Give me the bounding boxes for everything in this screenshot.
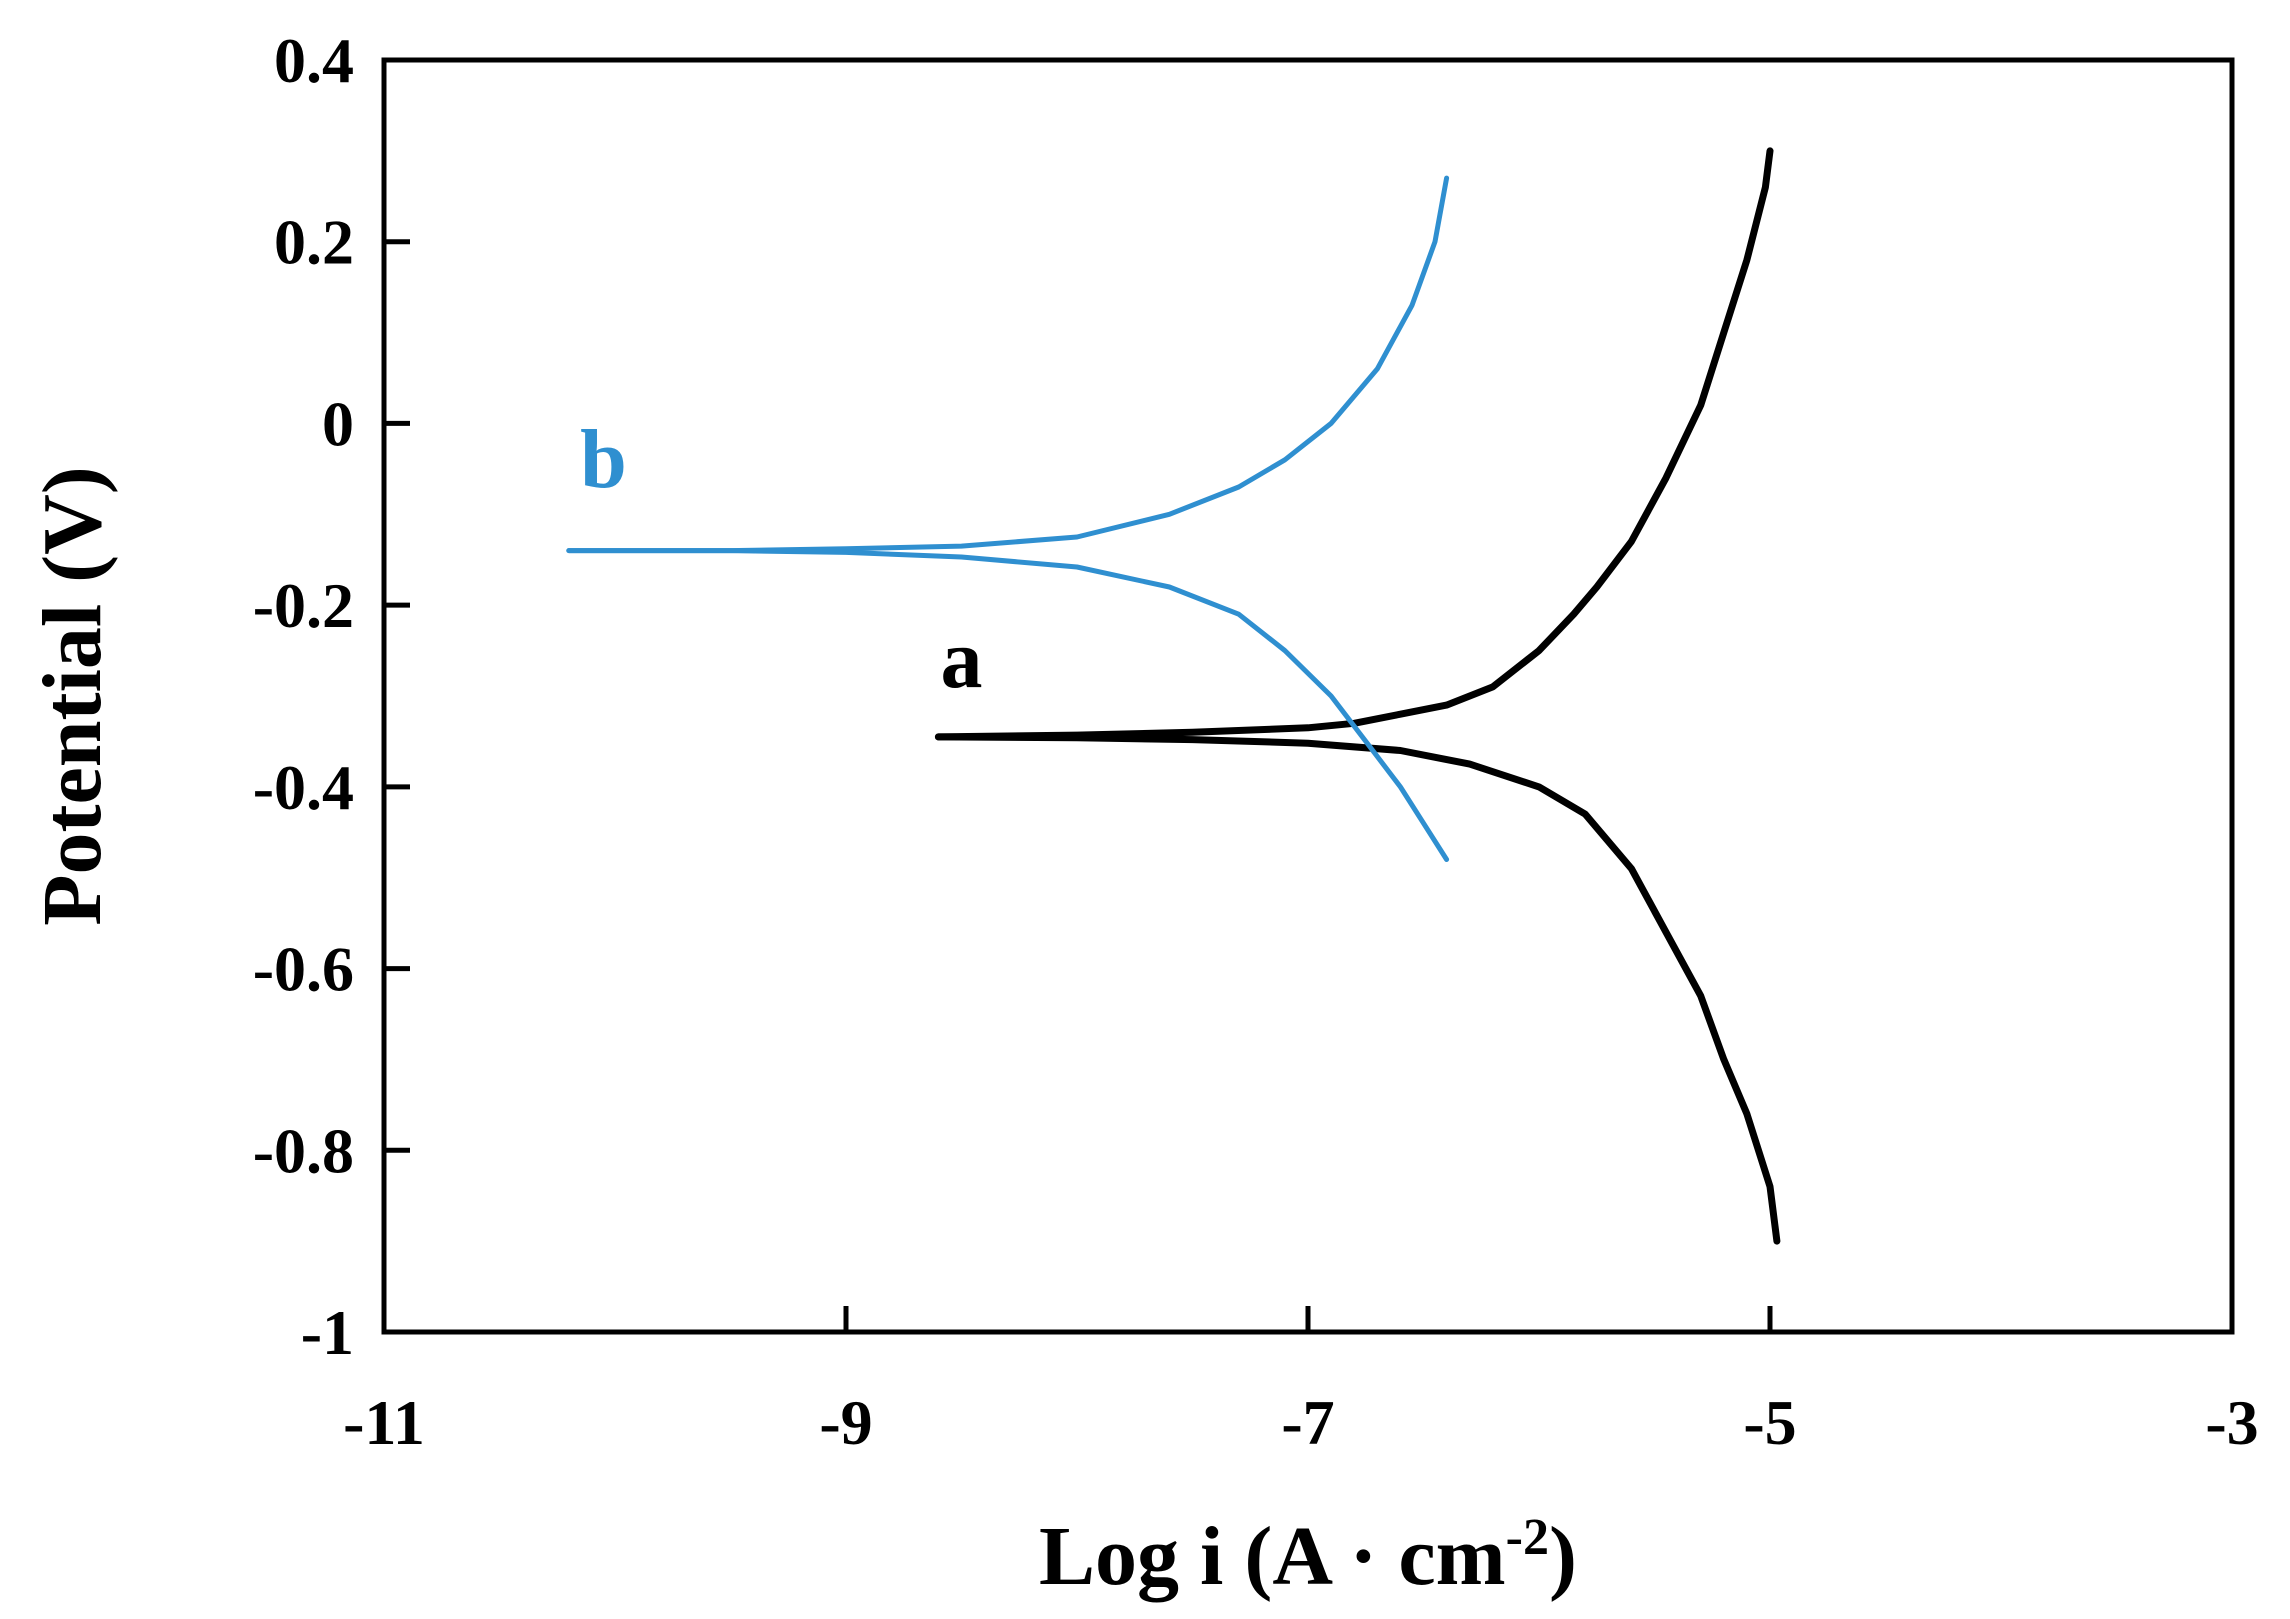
y-tick-label: -0.6 [253, 934, 354, 1005]
series-layer [566, 147, 1781, 1245]
x-tick-label: -11 [343, 1387, 425, 1458]
x-tick-label: -5 [1743, 1387, 1796, 1458]
series-b-label: b [580, 413, 627, 506]
series-a-label: a [941, 613, 983, 706]
y-tick-label: -0.8 [253, 1115, 354, 1186]
x-axis-title-main: Log i (A · cm [1039, 1510, 1506, 1603]
y-tick-label: 0.4 [274, 25, 354, 96]
x-axis: -11 -9 -7 -5 -3 [343, 1306, 2259, 1458]
y-tick-label: 0 [322, 388, 354, 459]
y-tick-label: -0.2 [253, 570, 354, 641]
y-tick-label: -1 [301, 1297, 354, 1368]
series-b-cathodic-line [566, 548, 1450, 862]
series-b-anodic-line [566, 175, 1450, 554]
y-tick-label: -0.4 [253, 752, 354, 823]
series-a-anodic-line [934, 147, 1774, 741]
x-axis-title-end: ) [1549, 1510, 1577, 1603]
x-tick-label: -9 [819, 1387, 872, 1458]
x-tick-label: -3 [2205, 1387, 2258, 1458]
plot-area-frame [381, 57, 2235, 1335]
x-axis-title-superscript: -2 [1506, 1509, 1549, 1566]
series-a-cathodic-line [934, 733, 1781, 1245]
y-tick-label: 0.2 [274, 207, 354, 278]
x-axis-title: Log i (A · cm-2) [1039, 1509, 1577, 1603]
x-tick-label: -7 [1281, 1387, 1334, 1458]
series-labels: ab [580, 413, 982, 706]
y-axis: -1 -0.8 -0.6 -0.4 -0.2 0 0.2 0.4 [253, 25, 410, 1368]
y-axis-title: Potential (V) [26, 466, 119, 926]
